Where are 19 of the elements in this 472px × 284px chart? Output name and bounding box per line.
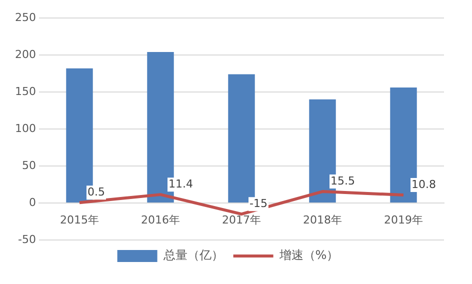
y-tick-label: 150 (14, 84, 36, 98)
x-tick-label: 2018年 (303, 213, 342, 226)
data-label: 15.5 (330, 174, 355, 188)
y-tick-label: 100 (14, 122, 36, 135)
data-label: 10.8 (412, 178, 436, 191)
y-tick-label: 250 (14, 10, 36, 24)
data-label: 11.4 (168, 177, 193, 190)
y-tick-label: 200 (14, 48, 36, 61)
y-tick-label: 50 (22, 158, 36, 172)
x-tick-label: 2019年 (384, 213, 423, 226)
legend-label: 总量（亿） (162, 248, 224, 262)
data-label: -15 (250, 196, 268, 210)
x-tick-label: 2017年 (222, 213, 261, 226)
x-tick-label: 2015年 (60, 213, 99, 226)
y-tick-label: -50 (18, 232, 36, 246)
x-tick-label: 2016年 (140, 213, 180, 226)
data-label: 0.5 (87, 185, 105, 198)
y-tick-label: 0 (28, 196, 36, 209)
legend-label: 增速（%） (278, 248, 339, 262)
